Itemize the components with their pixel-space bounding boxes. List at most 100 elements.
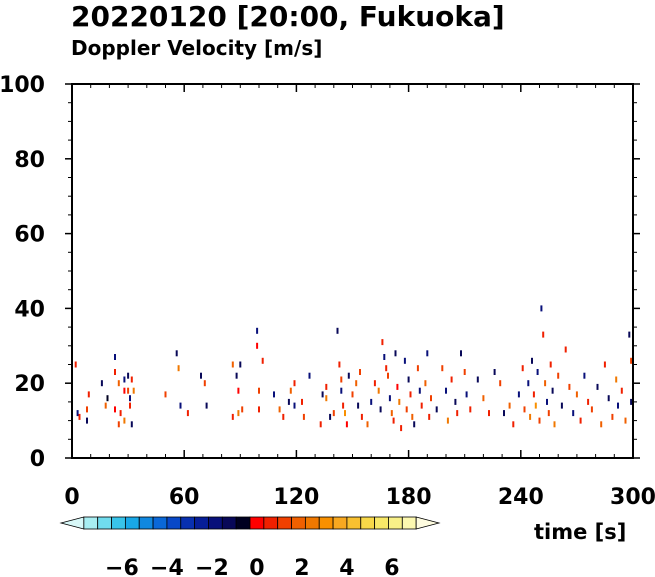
data-point bbox=[261, 357, 264, 364]
data-point bbox=[123, 417, 126, 424]
data-point bbox=[547, 410, 550, 417]
data-point bbox=[508, 402, 511, 409]
data-point bbox=[536, 369, 539, 375]
data-point bbox=[289, 387, 292, 394]
data-point bbox=[241, 406, 244, 413]
colorbar-swatch bbox=[221, 516, 237, 530]
data-point bbox=[256, 327, 259, 334]
data-point bbox=[430, 395, 432, 402]
data-point bbox=[409, 391, 412, 398]
data-point bbox=[403, 357, 406, 364]
data-point bbox=[546, 398, 548, 405]
data-point bbox=[575, 391, 578, 398]
data-point bbox=[273, 391, 275, 398]
data-point bbox=[538, 417, 541, 424]
data-point bbox=[463, 369, 466, 375]
data-point bbox=[587, 398, 590, 405]
data-point bbox=[620, 387, 623, 394]
data-point bbox=[360, 413, 363, 420]
data-point bbox=[373, 380, 376, 387]
data-point bbox=[355, 380, 358, 387]
y-tick-label: 40 bbox=[14, 297, 45, 322]
data-point bbox=[308, 372, 311, 379]
colorbar-swatch bbox=[249, 516, 265, 530]
data-point bbox=[493, 369, 496, 375]
data-point bbox=[258, 387, 260, 394]
chart-subtitle: Doppler Velocity [m/s] bbox=[71, 36, 323, 60]
data-point bbox=[325, 395, 328, 402]
data-point bbox=[379, 406, 382, 413]
data-point bbox=[590, 406, 593, 413]
data-point bbox=[129, 395, 131, 402]
colorbar-tick-label: −4 bbox=[150, 556, 184, 577]
data-point bbox=[293, 380, 296, 387]
data-point bbox=[78, 413, 81, 420]
data-point bbox=[405, 406, 408, 413]
data-point bbox=[392, 417, 395, 424]
data-point bbox=[175, 350, 178, 357]
data-point bbox=[359, 369, 361, 375]
data-point bbox=[553, 421, 556, 428]
data-point bbox=[336, 327, 339, 334]
colorbar: −6 −4 −2 0 2 4 6 bbox=[59, 516, 441, 577]
data-point bbox=[282, 413, 285, 420]
data-point bbox=[357, 402, 360, 409]
data-point bbox=[615, 376, 618, 383]
data-point bbox=[564, 346, 567, 353]
data-point bbox=[435, 406, 438, 413]
data-point bbox=[117, 421, 120, 428]
data-point bbox=[377, 387, 380, 394]
chart-title: 20220120 [20:00, Fukuoka] bbox=[71, 0, 505, 33]
colorbar-swatch bbox=[138, 516, 154, 530]
data-point bbox=[278, 406, 281, 413]
colorbar-swatch bbox=[332, 516, 348, 530]
colorbar-swatch bbox=[415, 516, 441, 530]
y-tick-label: 20 bbox=[14, 372, 45, 397]
y-tick-label: 0 bbox=[30, 447, 45, 472]
colorbar-swatch bbox=[166, 516, 182, 530]
data-point bbox=[86, 406, 88, 413]
colorbar-swatch bbox=[235, 516, 251, 530]
x-tick-label: 180 bbox=[386, 485, 432, 510]
data-point bbox=[86, 417, 88, 424]
data-point bbox=[416, 365, 419, 372]
data-point bbox=[100, 380, 103, 387]
data-point bbox=[398, 398, 401, 405]
data-point bbox=[119, 410, 122, 417]
data-point bbox=[340, 376, 343, 383]
data-point bbox=[205, 402, 208, 409]
colorbar-tick-label: 4 bbox=[339, 556, 354, 577]
data-point bbox=[203, 380, 206, 387]
colorbar-swatch bbox=[263, 516, 279, 530]
data-point bbox=[186, 410, 189, 417]
x-tick-label: 300 bbox=[610, 485, 655, 510]
colorbar-swatch bbox=[59, 516, 85, 530]
data-point bbox=[600, 421, 603, 428]
colorbar-swatch bbox=[388, 516, 403, 530]
data-point bbox=[366, 421, 369, 428]
data-point bbox=[87, 391, 90, 398]
data-point bbox=[117, 380, 120, 387]
data-point bbox=[469, 406, 472, 413]
data-point bbox=[239, 361, 242, 368]
data-point bbox=[529, 413, 532, 420]
data-point bbox=[418, 387, 421, 394]
data-point bbox=[411, 413, 414, 420]
colorbar-swatch bbox=[83, 516, 99, 530]
x-tick-label: 120 bbox=[273, 485, 319, 510]
data-point bbox=[523, 406, 526, 413]
colorbar-swatch bbox=[318, 516, 334, 530]
colorbar-swatch bbox=[97, 516, 112, 530]
data-points bbox=[74, 305, 633, 432]
data-point bbox=[338, 361, 341, 368]
y-tick-label: 80 bbox=[14, 148, 45, 173]
colorbar-swatch bbox=[180, 516, 196, 530]
data-point bbox=[388, 395, 391, 402]
data-point bbox=[293, 402, 296, 409]
data-point bbox=[347, 372, 350, 379]
data-point bbox=[568, 383, 571, 390]
data-point bbox=[394, 350, 397, 357]
data-point bbox=[114, 369, 116, 375]
data-point bbox=[329, 413, 332, 420]
data-point bbox=[488, 410, 490, 417]
